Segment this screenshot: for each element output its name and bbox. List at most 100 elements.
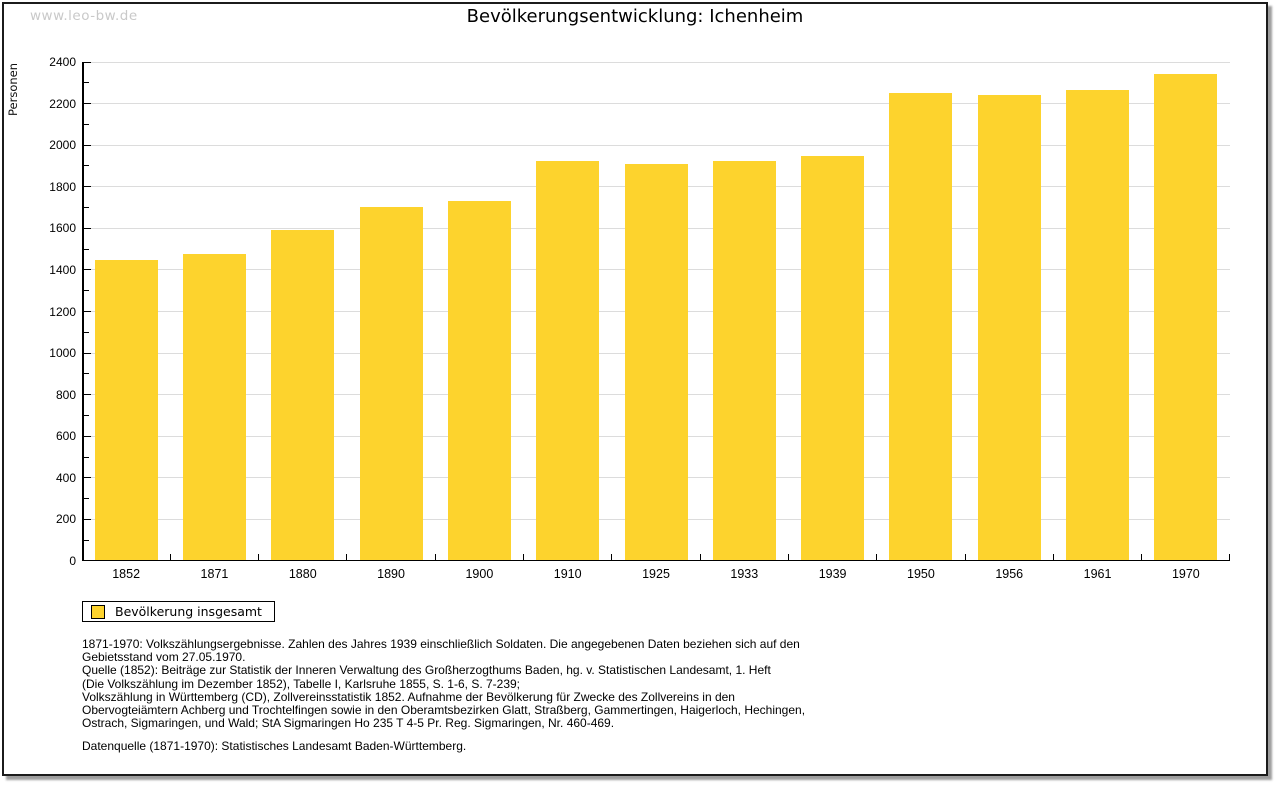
y-major-tick: [83, 352, 91, 354]
x-boundary-tick: [611, 553, 613, 560]
y-tick-label: 800: [55, 387, 76, 402]
x-axis-labels: 1852 1871 1880 1890 1900 1910 1925 1933 1939 1950…: [82, 565, 1230, 583]
x-boundary-tick: [434, 553, 436, 560]
x-tick-label: 1933: [730, 567, 759, 581]
footnote-line: Ostrach, Sigmaringen, und Wald; StA Sigm…: [82, 716, 615, 731]
y-major-tick: [83, 227, 91, 229]
y-axis-labels: 0 200 400 600 800 1000 1200 1400 1600 1800 2000 220…: [26, 55, 76, 568]
y-minor-tick: [83, 82, 89, 84]
y-tick-label: 1000: [49, 346, 76, 361]
y-tick-label: 600: [55, 429, 76, 444]
y-minor-tick: [83, 123, 89, 125]
x-boundary-tick: [258, 553, 260, 560]
y-tick-label: 400: [55, 470, 76, 485]
x-tick-label: 1961: [1083, 567, 1112, 581]
y-minor-tick: [83, 498, 89, 500]
y-axis-line: [82, 62, 84, 561]
x-tick-label: 1950: [907, 567, 935, 581]
y-major-tick: [83, 186, 91, 188]
x-boundary-tick: [1141, 553, 1143, 560]
grid-line: [82, 61, 1230, 63]
chart-title: Bevölkerungsentwicklung: Ichenheim: [466, 6, 804, 27]
data-source-note: Datenquelle (1871-1970): Statistisches L…: [82, 739, 467, 753]
bar: [712, 161, 776, 560]
footnotes: 1871-1970: Volkszählungsergebnisse. Zahl…: [82, 637, 806, 731]
y-major-tick: [83, 477, 91, 479]
grid-line: [82, 103, 1230, 105]
legend-label: Bevölkerung insgesamt: [115, 604, 262, 619]
chart-frame: www.leo-bw.de Bevölkerungsentwicklung: I…: [2, 2, 1268, 776]
x-boundary-tick: [169, 553, 171, 560]
x-axis-line: [82, 559, 1230, 561]
y-major-tick: [83, 518, 91, 520]
y-major-tick: [83, 103, 91, 105]
x-tick-label: 1925: [642, 567, 670, 581]
legend: Bevölkerung insgesamt: [82, 601, 275, 622]
bar: [359, 207, 423, 560]
footnote-line: (Die Volkszählung im Dezember 1852), Tab…: [82, 676, 521, 691]
y-major-tick: [83, 311, 91, 312]
x-tick-label: 1939: [818, 567, 847, 581]
y-minor-tick: [83, 373, 89, 375]
y-minor-tick: [83, 207, 89, 209]
x-boundary-tick: [1228, 553, 1230, 560]
y-tick-label: 1600: [49, 221, 76, 236]
y-tick-label: 2400: [49, 55, 76, 69]
bar: [182, 253, 246, 560]
grid-line: [82, 144, 1230, 146]
y-tick-label: 0: [69, 554, 76, 568]
y-tick-label: 1800: [49, 179, 76, 194]
y-minor-tick: [83, 331, 89, 333]
y-axis-title: Personen: [6, 62, 20, 116]
x-tick-label: 1890: [377, 567, 405, 581]
footnote-line: Gebietsstand vom 27.05.1970.: [82, 650, 246, 665]
x-boundary-tick: [523, 553, 525, 560]
y-major-tick: [83, 394, 91, 396]
y-minor-tick: [83, 248, 89, 250]
y-minor-tick: [83, 290, 89, 292]
y-major-tick: [83, 435, 91, 437]
footnote-line: Obervogteiämtern Achberg und Trochtelfin…: [82, 703, 806, 718]
y-tick-label: 2200: [49, 96, 76, 111]
y-minor-tick: [83, 456, 89, 458]
y-tick-label: 200: [55, 512, 76, 527]
x-boundary-tick: [1052, 553, 1054, 560]
watermark: www.leo-bw.de: [30, 8, 138, 24]
footnote-line: 1871-1970: Volkszählungsergebnisse. Zahl…: [82, 637, 800, 651]
legend-swatch-icon: [91, 604, 105, 619]
y-tick-label: 2000: [49, 138, 76, 153]
bar: [536, 161, 600, 560]
x-tick-label: 1900: [465, 567, 494, 581]
x-tick-label: 1970: [1171, 567, 1200, 581]
bar: [271, 229, 335, 560]
y-tick-label: 1400: [49, 262, 76, 277]
bar: [94, 260, 158, 560]
bar: [1066, 89, 1130, 560]
y-minor-tick: [83, 414, 89, 416]
x-boundary-tick: [699, 553, 701, 560]
x-tick-label: 1910: [553, 567, 582, 581]
bar: [889, 92, 953, 560]
bar: [624, 164, 688, 560]
y-minor-tick: [83, 165, 89, 167]
y-minor-tick: [83, 539, 89, 541]
x-tick-label: 1871: [200, 567, 229, 581]
footnote-line: Volkszählung in Württemberg (CD), Zollve…: [82, 689, 735, 704]
bar: [447, 200, 511, 560]
y-major-tick: [83, 269, 91, 271]
y-major-tick: [83, 144, 91, 146]
bar: [801, 156, 865, 560]
plot-area: [82, 61, 1230, 561]
footnote-line: Quelle (1852): Beiträge zur Statistik de…: [82, 663, 771, 678]
x-boundary-tick: [787, 553, 789, 560]
x-tick-label: 1880: [288, 567, 317, 581]
y-tick-label: 1200: [49, 304, 76, 319]
x-boundary-tick: [346, 553, 348, 560]
x-tick-label: 1852: [112, 567, 141, 581]
x-boundary-tick: [964, 553, 966, 560]
x-tick-label: 1956: [995, 567, 1024, 581]
bar: [977, 94, 1041, 560]
x-boundary-tick: [876, 553, 878, 560]
bar: [1154, 74, 1218, 560]
y-major-tick: [83, 61, 91, 63]
